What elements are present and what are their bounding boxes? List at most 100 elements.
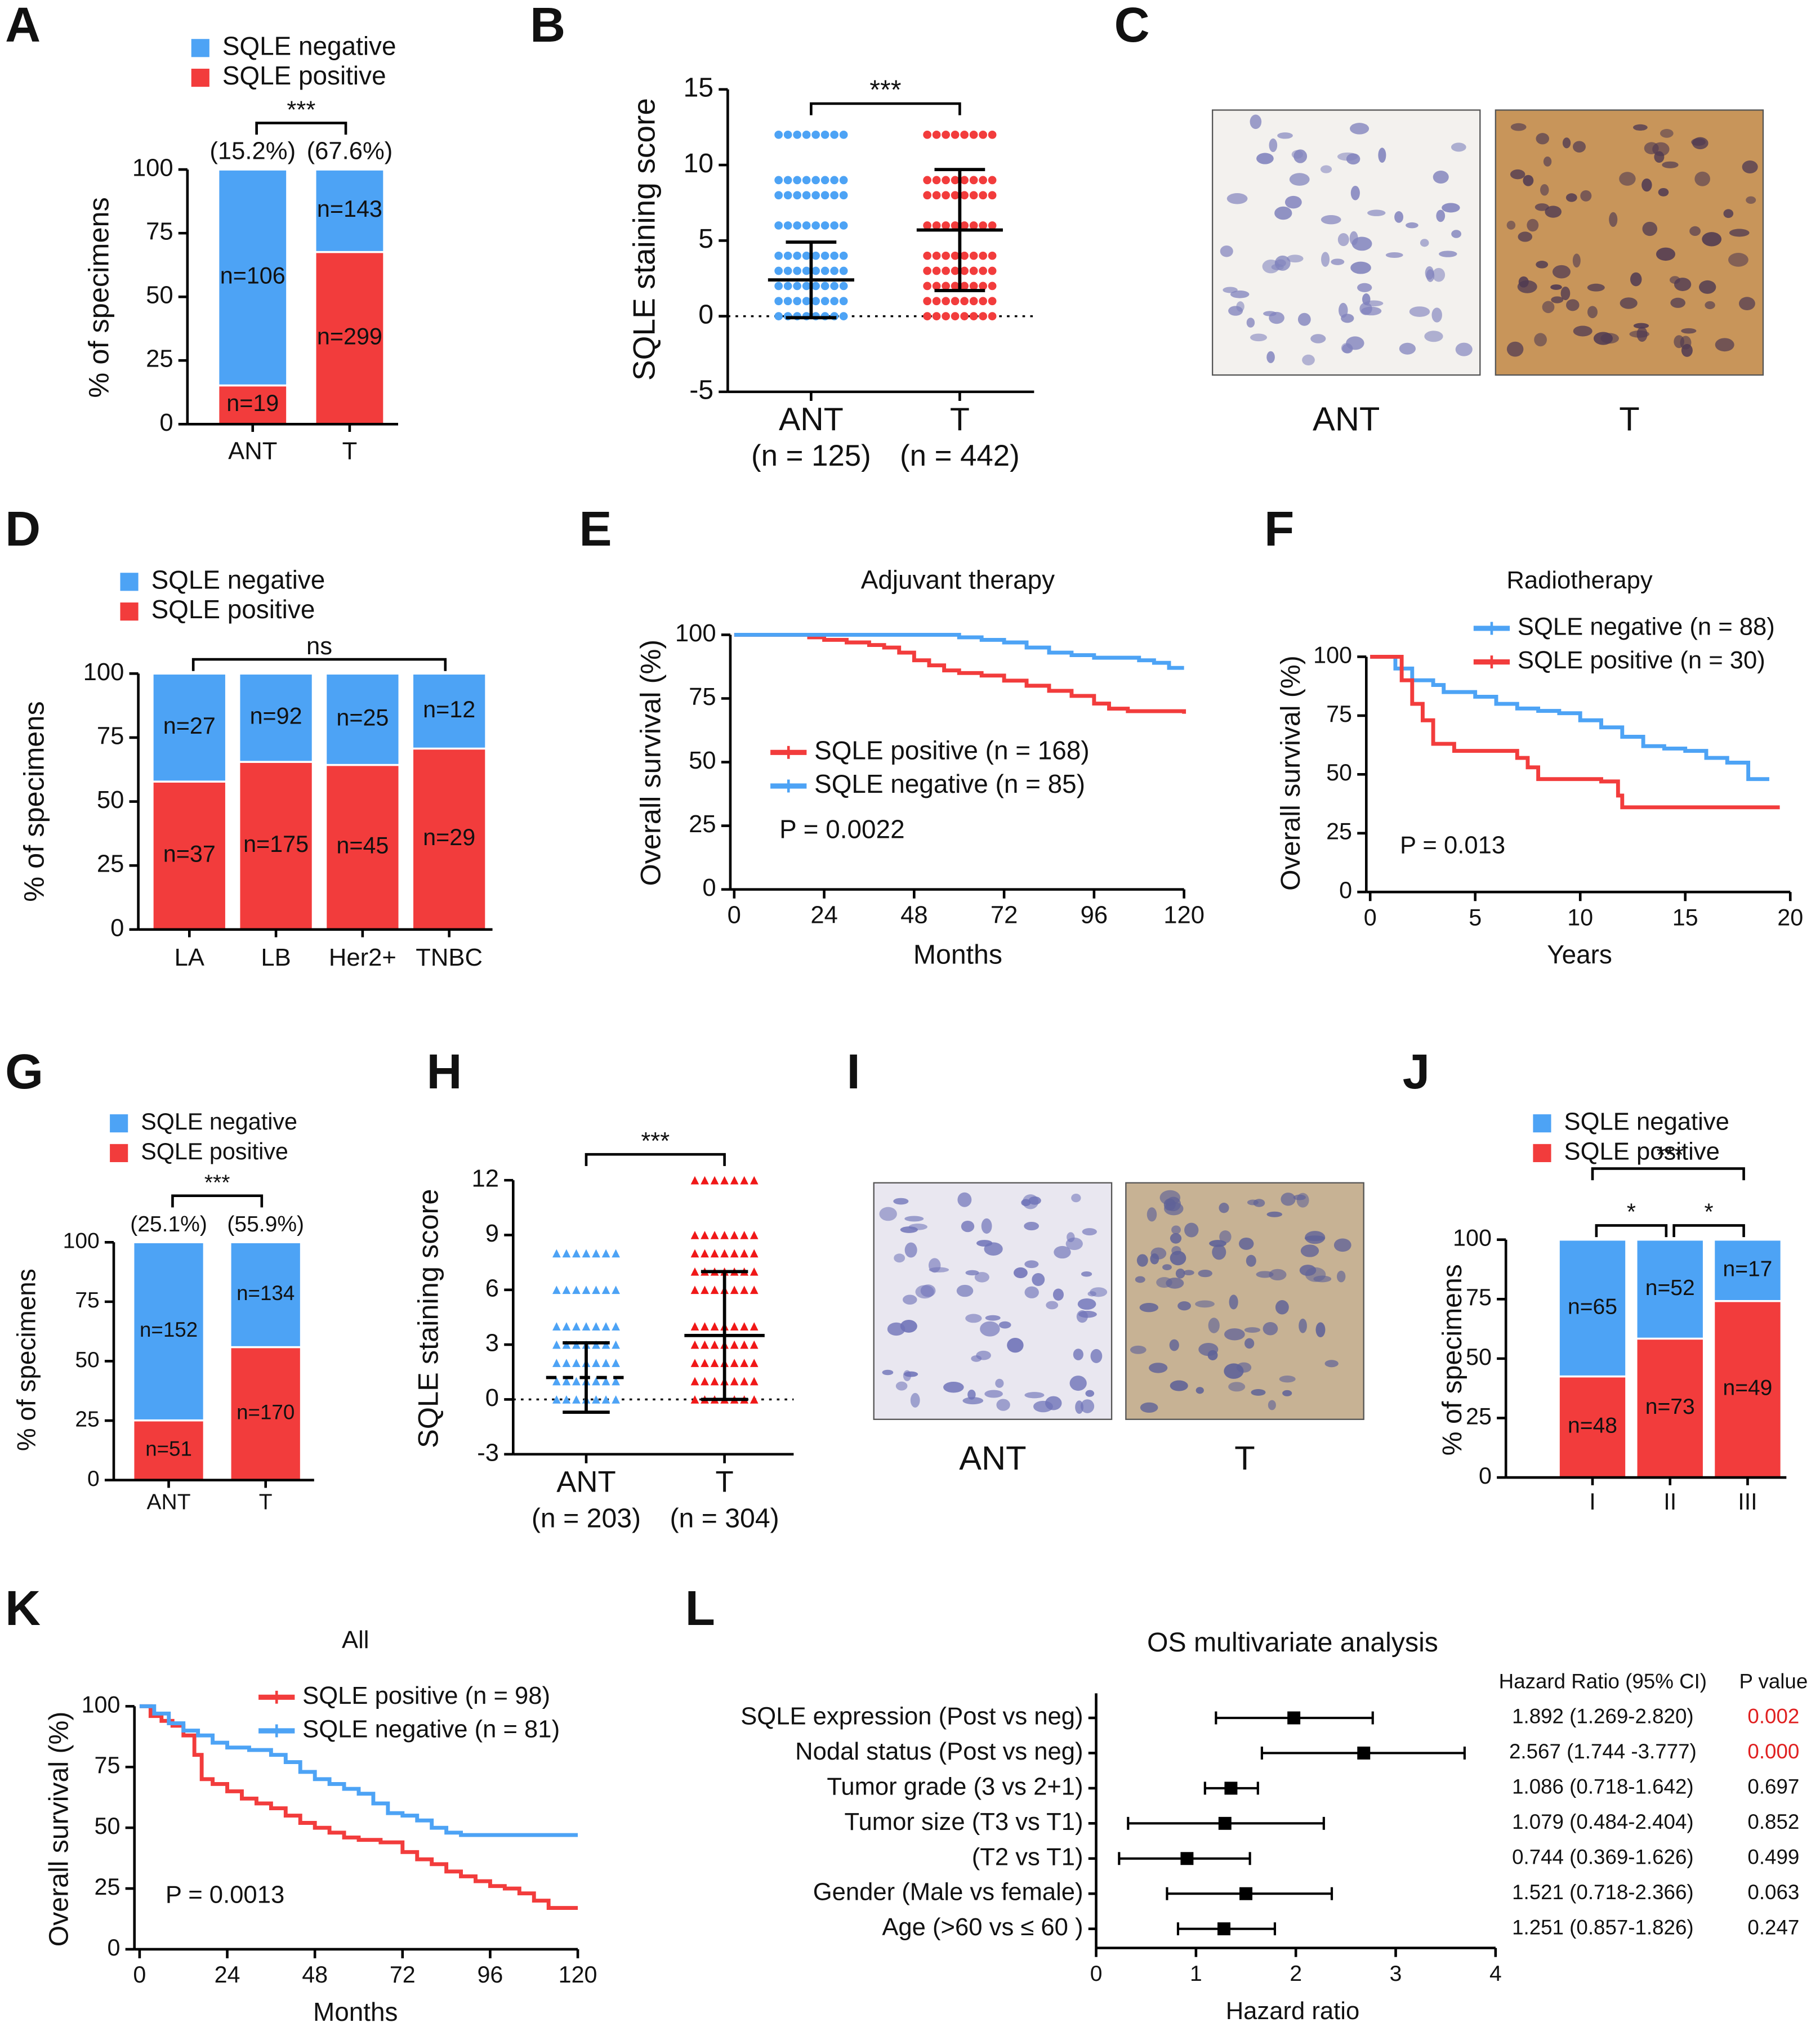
cell-nucleus [1399, 342, 1416, 355]
cell-nucleus [1251, 1389, 1266, 1396]
score-dots [923, 312, 997, 320]
cell-nucleus [1545, 206, 1562, 218]
cell-nucleus [1287, 255, 1304, 263]
cell-nucleus [1527, 218, 1539, 232]
y-tick-label: 100 [132, 155, 173, 182]
segment-count-label: n=92 [250, 703, 302, 729]
bar-segment [1635, 1337, 1705, 1479]
cell-nucleus [1692, 137, 1709, 150]
y-tick-label: 75 [95, 1752, 121, 1778]
x-tick-label: 0 [1090, 1962, 1103, 1986]
cell-nucleus [1681, 343, 1693, 357]
x-axis-label: Months [913, 940, 1002, 970]
cell-nucleus [1228, 1382, 1246, 1392]
p-value: 0.697 [1747, 1775, 1799, 1798]
cell-nucleus [1337, 233, 1349, 247]
cell-nucleus [1250, 114, 1262, 130]
y-tick-label: -5 [689, 375, 713, 405]
panel-letter: C [1114, 0, 1150, 52]
cell-nucleus [1253, 1199, 1265, 1207]
row-label: Tumor grade (3 vs 2+1) [827, 1773, 1083, 1800]
score-dots [923, 251, 997, 260]
cell-nucleus [1609, 212, 1618, 227]
cell-nucleus [1080, 1399, 1095, 1413]
cell-nucleus [1196, 1387, 1204, 1394]
survival-curve [139, 1704, 578, 1837]
legend-label: SQLE negative [1564, 1109, 1729, 1136]
x-tick-label: 10 [1567, 904, 1593, 930]
legend-swatch [110, 1114, 128, 1133]
segment-count-label: n=25 [336, 704, 389, 730]
y-tick-label: 75 [146, 218, 173, 245]
y-tick-label: 0 [485, 1385, 499, 1412]
cell-nucleus [1573, 325, 1592, 337]
legend-swatch [110, 1144, 128, 1162]
cell-nucleus [910, 1392, 920, 1408]
x-tick-label: 1 [1190, 1962, 1202, 1986]
cell-nucleus [1436, 209, 1446, 222]
x-tick-label: 120 [1163, 901, 1205, 928]
cell-nucleus [1642, 221, 1658, 236]
cell-nucleus [1087, 1291, 1096, 1297]
cell-nucleus [1534, 333, 1547, 347]
segment-count-label: n=134 [237, 1282, 295, 1305]
y-tick-label: 50 [75, 1348, 99, 1372]
significance-label: *** [287, 96, 315, 123]
cell-nucleus [1300, 1244, 1319, 1257]
cell-nucleus [1426, 269, 1435, 282]
panel-letter: I [847, 1044, 860, 1099]
y-axis-label: % of specimens [1437, 1264, 1467, 1455]
x-tick-label: III [1738, 1489, 1757, 1515]
cell-nucleus [1297, 312, 1311, 326]
y-tick-label: 5 [698, 224, 713, 254]
cell-nucleus [1543, 156, 1552, 167]
legend-label: SQLE negative (n = 81) [302, 1716, 560, 1743]
legend-swatch [1533, 1114, 1551, 1133]
x-tick-label: ANT [147, 1490, 191, 1514]
ci-text: 1.251 (0.857-1.826) [1512, 1916, 1694, 1939]
cell-nucleus [1024, 1392, 1045, 1399]
survival-curve [1370, 655, 1769, 782]
cell-nucleus [1702, 232, 1722, 247]
y-tick-label: 0 [1339, 877, 1352, 903]
y-axis-label: SQLE staining score [626, 98, 661, 381]
y-tick-label: 100 [82, 1691, 121, 1717]
cell-nucleus [1660, 128, 1674, 138]
cell-nucleus [1432, 267, 1446, 282]
x-tick-label: Her2+ [329, 944, 396, 971]
cell-nucleus [1742, 160, 1758, 173]
chart-title: Radiotherapy [1506, 567, 1653, 594]
legend-label: SQLE positive [151, 595, 315, 624]
bar-segment [1712, 1300, 1783, 1479]
x-tick-label: 48 [302, 1962, 328, 1988]
cell-nucleus [1244, 1338, 1255, 1349]
cell-nucleus [904, 1216, 924, 1222]
hazard-point [1180, 1852, 1194, 1865]
cell-nucleus [1350, 261, 1371, 274]
cell-nucleus [1654, 151, 1665, 163]
bar-segment [151, 672, 227, 783]
cell-nucleus [1566, 299, 1580, 311]
cell-nucleus [985, 1315, 1001, 1321]
x-tick-label: TNBC [416, 944, 483, 971]
cell-nucleus [1293, 1194, 1306, 1200]
bar-segment [324, 672, 400, 766]
cell-nucleus [1670, 297, 1685, 308]
y-tick-label: 0 [87, 1467, 100, 1491]
score-dots [774, 282, 848, 291]
significance-bracket [1595, 1224, 1668, 1238]
y-tick-label: 50 [97, 787, 124, 814]
chart-title: All [342, 1627, 369, 1654]
cell-nucleus [1424, 331, 1443, 342]
cell-nucleus [1451, 142, 1466, 152]
cell-nucleus [1551, 296, 1564, 303]
micrograph [1125, 1182, 1364, 1420]
cell-nucleus [1331, 258, 1345, 265]
y-tick-label: 75 [689, 684, 716, 711]
y-tick-label: 75 [1326, 701, 1352, 727]
cell-nucleus [1275, 1300, 1289, 1315]
cell-nucleus [1506, 221, 1516, 230]
significance-bracket [810, 102, 961, 115]
y-tick-label: 12 [472, 1166, 499, 1193]
y-axis-label: % of specimens [12, 1269, 41, 1451]
